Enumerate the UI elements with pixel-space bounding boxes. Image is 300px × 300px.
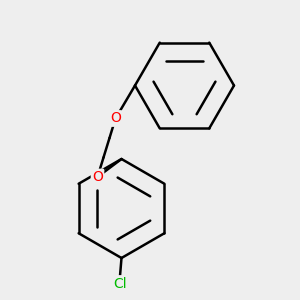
Text: O: O (110, 112, 121, 125)
Text: Cl: Cl (113, 277, 127, 290)
Text: O: O (92, 170, 103, 184)
